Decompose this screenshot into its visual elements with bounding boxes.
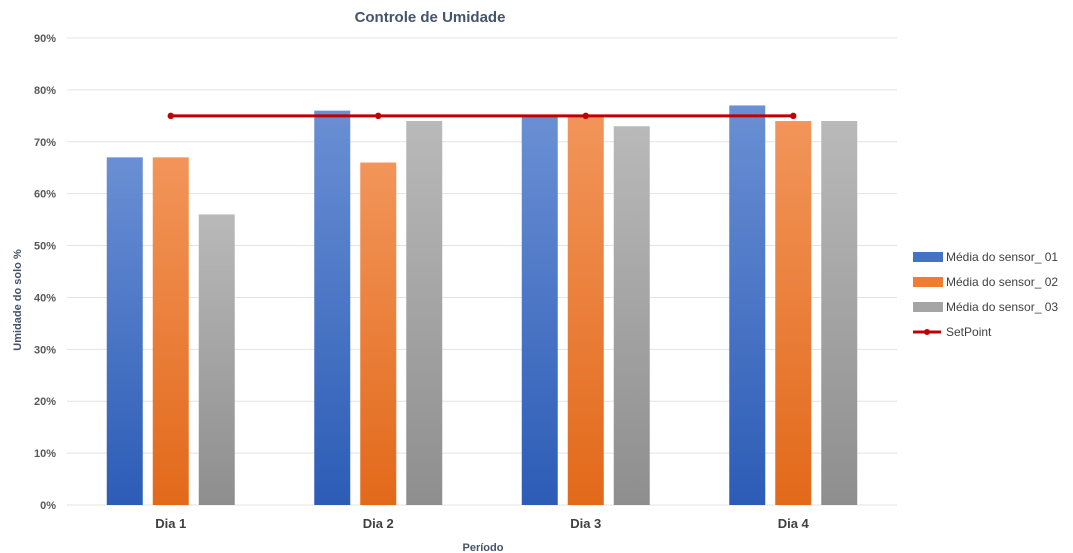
x-tick-label: Dia 4 xyxy=(778,516,810,531)
bar-2-4 xyxy=(775,121,812,506)
y-axis-ticks: 0% 10% 20% 30% 40% 50% 60% 70% 80% 90% xyxy=(34,33,56,512)
bar-1-1 xyxy=(106,157,143,505)
legend-swatch xyxy=(913,252,943,262)
setpoint-line-group xyxy=(167,112,797,120)
setpoint-marker xyxy=(582,112,589,120)
legend-marker xyxy=(924,329,930,335)
bar-3-4 xyxy=(821,121,858,506)
legend-label: SetPoint xyxy=(946,325,992,339)
y-tick-label: 90% xyxy=(34,33,56,45)
x-tick-label: Dia 1 xyxy=(155,516,186,531)
y-tick-label: 50% xyxy=(34,241,56,253)
bar-3-1 xyxy=(198,214,235,505)
setpoint-marker xyxy=(167,112,174,120)
bar-1-4 xyxy=(729,105,766,505)
legend-swatch xyxy=(913,302,943,312)
chart-title: Controle de Umidade xyxy=(355,9,506,26)
y-tick-label: 0% xyxy=(40,500,56,512)
bar-2-2 xyxy=(360,162,397,506)
y-tick-label: 60% xyxy=(34,189,56,201)
bar-3-2 xyxy=(406,121,443,506)
y-tick-label: 70% xyxy=(34,137,56,149)
x-tick-label: Dia 3 xyxy=(570,516,601,531)
y-tick-label: 30% xyxy=(34,344,56,356)
y-tick-label: 80% xyxy=(34,85,56,97)
legend: Média do sensor_ 01 Média do sensor_ 02 Mé… xyxy=(913,250,1058,339)
x-tick-label: Dia 2 xyxy=(363,516,394,531)
bar-1-2 xyxy=(314,110,351,506)
legend-label: Média do sensor_ 02 xyxy=(946,275,1058,289)
legend-swatch xyxy=(913,277,943,287)
y-tick-label: 40% xyxy=(34,292,56,304)
setpoint-marker xyxy=(790,112,797,120)
y-tick-label: 20% xyxy=(34,396,56,408)
x-axis-label: Período xyxy=(463,542,504,553)
legend-label: Média do sensor_ 03 xyxy=(946,300,1058,314)
bars xyxy=(106,105,858,506)
legend-label: Média do sensor_ 01 xyxy=(946,250,1058,264)
gridlines xyxy=(67,37,897,506)
y-tick-label: 10% xyxy=(34,448,56,460)
bar-3-3 xyxy=(613,126,650,505)
setpoint-marker xyxy=(375,112,382,120)
bar-2-3 xyxy=(567,115,604,505)
bar-1-3 xyxy=(521,115,558,505)
x-axis-ticks: Dia 1 Dia 2 Dia 3 Dia 4 xyxy=(155,516,809,531)
bar-2-1 xyxy=(152,157,189,505)
y-axis-label: Umidade do solo % xyxy=(12,249,24,351)
